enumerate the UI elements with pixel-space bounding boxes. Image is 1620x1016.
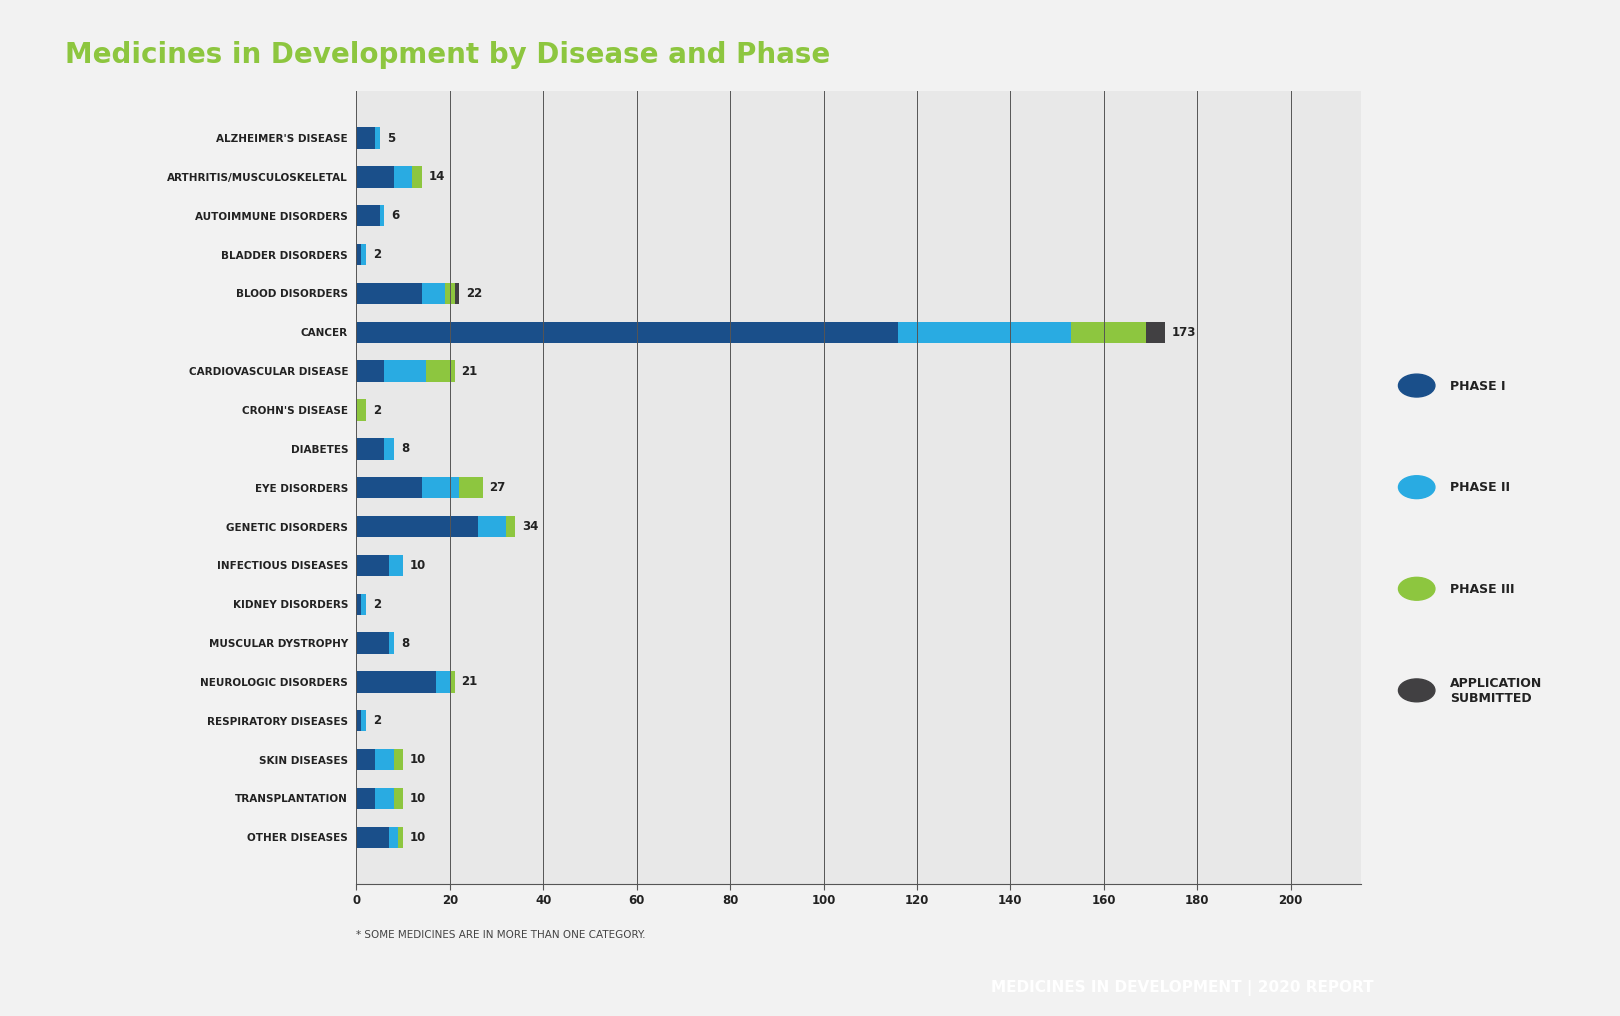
Bar (361, 710, 366, 732)
Text: 10: 10 (410, 753, 426, 766)
Bar (356, 361, 384, 382)
Circle shape (1398, 577, 1435, 600)
Bar (421, 477, 458, 499)
Bar (356, 438, 384, 459)
Bar (356, 787, 376, 809)
Text: Medicines in Development by Disease and Phase: Medicines in Development by Disease and … (65, 41, 829, 69)
Text: 173: 173 (1171, 326, 1196, 338)
Text: 6: 6 (392, 209, 400, 223)
Bar (356, 322, 899, 343)
Circle shape (1398, 374, 1435, 397)
Text: 2: 2 (373, 248, 381, 261)
Bar (394, 787, 403, 809)
Text: MEDICINES IN DEVELOPMENT | 2020 REPORT: MEDICINES IN DEVELOPMENT | 2020 REPORT (991, 980, 1374, 996)
Text: 5: 5 (387, 132, 395, 144)
Bar (1071, 322, 1145, 343)
Bar (356, 167, 394, 188)
Bar (505, 516, 515, 537)
Text: 10: 10 (410, 831, 426, 843)
Bar (379, 205, 384, 227)
Bar (899, 322, 1071, 343)
Text: 2: 2 (373, 597, 381, 611)
Bar (455, 282, 458, 304)
Text: * SOME MEDICINES ARE IN MORE THAN ONE CATEGORY.: * SOME MEDICINES ARE IN MORE THAN ONE CA… (356, 930, 646, 940)
Bar (356, 244, 361, 265)
Bar (356, 205, 379, 227)
Text: 22: 22 (467, 287, 483, 300)
Text: 21: 21 (462, 365, 478, 378)
Bar (356, 127, 376, 148)
Text: 10: 10 (410, 559, 426, 572)
Text: PHASE III: PHASE III (1450, 583, 1515, 595)
Circle shape (1398, 679, 1435, 702)
Bar (389, 555, 403, 576)
Bar (389, 827, 399, 848)
Text: 27: 27 (489, 482, 505, 494)
Bar (356, 282, 421, 304)
Bar (356, 399, 366, 421)
Bar (356, 710, 361, 732)
Text: 34: 34 (522, 520, 538, 533)
Bar (394, 749, 403, 770)
Text: 2: 2 (373, 714, 381, 727)
Bar (426, 361, 455, 382)
Bar (394, 167, 413, 188)
Bar (478, 516, 505, 537)
Bar (356, 555, 389, 576)
Text: 14: 14 (429, 171, 446, 184)
Text: 8: 8 (400, 637, 408, 649)
Bar (361, 244, 366, 265)
Bar (356, 516, 478, 537)
Bar (421, 282, 446, 304)
Circle shape (1398, 475, 1435, 499)
Bar (356, 632, 389, 653)
Text: PHASE II: PHASE II (1450, 482, 1510, 494)
Bar (450, 672, 455, 693)
Bar (356, 477, 421, 499)
Bar (389, 632, 394, 653)
Bar (458, 477, 483, 499)
Bar (356, 672, 436, 693)
Text: 21: 21 (462, 676, 478, 689)
Text: 10: 10 (410, 791, 426, 805)
Bar (384, 361, 426, 382)
Bar (399, 827, 403, 848)
Bar (413, 167, 421, 188)
Bar (436, 672, 450, 693)
Bar (356, 827, 389, 848)
Text: 8: 8 (400, 442, 408, 455)
Bar (376, 127, 379, 148)
Bar (384, 438, 394, 459)
Bar (446, 282, 455, 304)
Bar (1145, 322, 1165, 343)
Text: 2: 2 (373, 403, 381, 417)
Bar (361, 593, 366, 615)
Bar (376, 749, 394, 770)
Bar (356, 593, 361, 615)
Bar (376, 787, 394, 809)
Text: APPLICATION
SUBMITTED: APPLICATION SUBMITTED (1450, 677, 1542, 705)
Text: PHASE I: PHASE I (1450, 380, 1505, 392)
Bar (356, 749, 376, 770)
